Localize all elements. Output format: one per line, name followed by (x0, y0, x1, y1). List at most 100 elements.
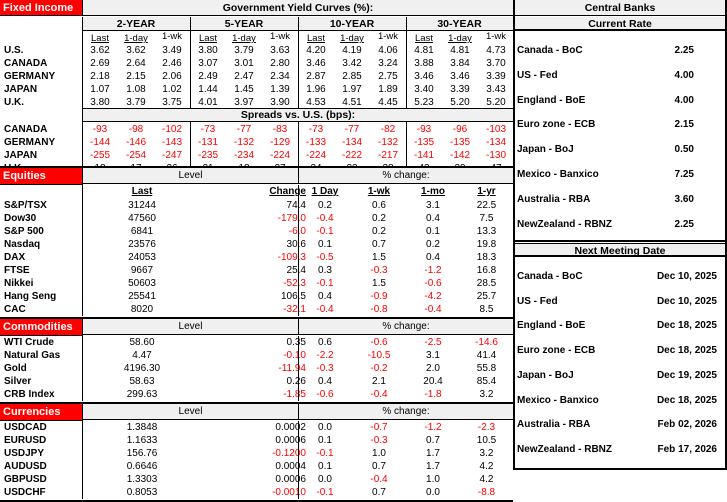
value-change: 0.0002 (275, 422, 306, 433)
yield-value: 4.81 (414, 45, 434, 56)
rate-row: Canada - BoC 2.25 (517, 44, 722, 58)
divider (298, 17, 299, 108)
spread-value: -77 (236, 124, 252, 135)
column-subheader: 1-day (232, 33, 256, 44)
yield-value: 1.45 (234, 84, 254, 95)
bank-name: Euro zone - ECB (517, 119, 596, 131)
value-mo: 0.0 (426, 487, 440, 498)
spread-value: -234 (233, 150, 254, 161)
central-banks-title: Central Banks (515, 0, 725, 16)
value-d1: 0.1 (318, 435, 332, 446)
value-mo: 3.1 (426, 200, 440, 211)
value-wk: 0.7 (372, 487, 386, 498)
value-last: 1.1633 (126, 435, 158, 446)
section-label-equities: Equities (0, 168, 82, 185)
table-row: Natural Gas 4.47 -0.10 -2.2 -10.5 3.1 41.4 (0, 349, 513, 362)
value-mo: -4.2 (424, 291, 442, 302)
instrument-name: Gold (4, 363, 27, 374)
yield-value: 3.39 (486, 71, 506, 82)
value-d1: 0.2 (318, 200, 332, 211)
value-yr: 10.5 (476, 435, 497, 446)
yield-value: 3.49 (162, 45, 182, 56)
table-row: USDJPY 156.76 -0.1200 -0.1 1.0 1.7 3.2 (0, 447, 513, 460)
column-subheader: 1-day (340, 33, 364, 44)
meeting-date: Feb 02, 2026 (657, 419, 717, 431)
spread-row: GERMANY -144 -146 -143 -131 -132 -129 -133 -134 -… (0, 136, 513, 149)
yield-value: 3.42 (342, 58, 362, 69)
bank-name: Canada - BoC (517, 45, 583, 56)
value-change: 0.35 (286, 337, 306, 348)
country-label: JAPAN (4, 150, 38, 161)
yield-value: 1.96 (306, 84, 326, 95)
rate-row: Australia - RBA 3.60 (517, 193, 722, 207)
rate-row: Mexico - Banxico 7.25 (517, 168, 722, 182)
yield-row: U.S. 3.62 3.62 3.49 3.80 3.79 3.63 4.20 4.19 4.06… (0, 44, 513, 57)
column-header: 1 Day (311, 186, 339, 197)
spread-value: -141 (413, 150, 434, 161)
yield-row: GERMANY 2.18 2.15 2.06 2.49 2.47 2.34 2.87 2.85 2… (0, 70, 513, 83)
rate-value: 7.25 (674, 169, 694, 180)
value-d1: -0.4 (316, 213, 334, 224)
country-label: JAPAN (4, 84, 38, 95)
divider (406, 122, 407, 167)
value-yr: 25.7 (476, 291, 497, 302)
value-yr: -8.8 (477, 487, 496, 498)
value-last: 0.8053 (126, 487, 158, 498)
value-last: 0.6646 (126, 461, 158, 472)
bank-name: England - BoE (517, 94, 586, 106)
value-wk: 0.2 (372, 213, 386, 224)
yield-value: 3.46 (414, 71, 434, 82)
column-subheader: 1-wk (269, 31, 291, 42)
column-subheader: Last (91, 33, 109, 44)
value-wk: -0.2 (370, 363, 388, 374)
central-banks-panel: Central Banks Current Rate Canada - BoC 2.2… (515, 0, 727, 470)
column-header: Change (269, 186, 306, 197)
instrument-name: DAX (4, 252, 26, 263)
spread-value: -93 (416, 124, 432, 135)
spread-value: -135 (449, 137, 470, 148)
yield-value: 1.89 (378, 84, 398, 95)
table-row: GBPUSD 1.3303 0.0006 0.0 -0.4 1.0 4.2 (0, 473, 513, 486)
value-d1: -2.2 (316, 350, 334, 361)
spread-value: -254 (125, 150, 146, 161)
column-subheader: 1-wk (377, 31, 399, 42)
instrument-name: Silver (4, 376, 32, 387)
value-mo: 20.4 (423, 376, 443, 387)
value-last: 31244 (128, 200, 156, 211)
divider (82, 168, 83, 316)
section-label-currencies: Currencies (0, 404, 82, 421)
value-last: 47560 (128, 213, 156, 224)
country-label: CANADA (4, 124, 48, 135)
divider (82, 17, 83, 167)
value-yr: 3.2 (479, 389, 494, 400)
spread-value: -142 (449, 150, 470, 161)
column-header: Last (131, 186, 153, 197)
yield-value: 1.39 (270, 84, 290, 95)
table-row: FTSE 9667 25.4 0.3 -0.3 -1.2 16.8 (0, 264, 513, 277)
divider (0, 317, 513, 319)
value-change: -0.0010 (272, 487, 306, 498)
value-mo: 0.4 (426, 213, 440, 224)
table-row: Nasdaq 23576 30.6 0.1 0.7 0.2 19.8 (0, 238, 513, 251)
rate-value: 3.60 (674, 193, 694, 205)
value-mo: 3.1 (426, 350, 440, 361)
bank-name: US - Fed (517, 295, 558, 307)
tenor-header: 2-YEAR (116, 18, 156, 30)
value-change: 0.26 (286, 376, 306, 387)
column-subheader: 1-day (124, 33, 148, 44)
meeting-date: Dec 10, 2025 (656, 271, 717, 282)
bank-name: Mexico - Banxico (517, 169, 599, 180)
value-d1: -0.1 (316, 487, 334, 498)
value-d1: -0.1 (316, 226, 334, 237)
value-wk: 2.1 (372, 376, 386, 387)
value-d1: 0.4 (318, 291, 332, 302)
value-last: 25541 (128, 291, 156, 302)
tenor-header: 5-YEAR (224, 18, 264, 30)
value-d1: -0.3 (316, 363, 334, 374)
instrument-name: Dow30 (4, 213, 37, 224)
value-mo: -1.2 (424, 265, 442, 276)
meeting-date: Dec 18, 2025 (656, 320, 717, 332)
yield-value: 3.75 (162, 97, 182, 108)
value-d1: -0.1 (316, 448, 334, 459)
